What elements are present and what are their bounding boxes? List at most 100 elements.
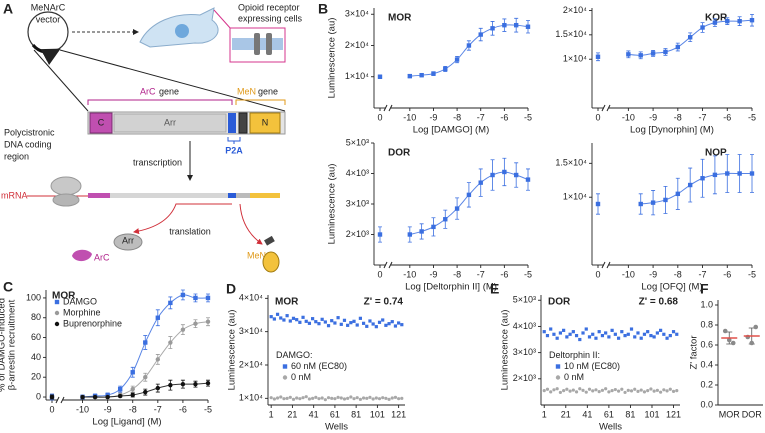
data-point [737,18,742,24]
data-point [275,396,280,400]
data-point [687,35,693,40]
data-point [193,295,198,301]
data-point [675,388,679,393]
vector-label: vector [36,14,61,24]
data-point [610,328,614,332]
legend-label: Morphine [63,307,101,317]
x-axis-title: Log [Dynorphin] (M) [630,125,714,136]
data-point [301,315,305,319]
data-point [288,319,292,323]
data-point [700,176,705,181]
data-point [295,318,299,322]
data-point [390,320,394,324]
data-point [387,397,391,401]
panel-label: B [318,1,328,17]
data-point [180,292,186,298]
data-point [168,340,173,345]
data-point [193,381,198,387]
data-point [552,332,556,336]
data-point [304,395,308,399]
x-tick-label: -8 [453,269,461,279]
data-point [659,390,663,394]
data-point [143,340,148,345]
data-point [130,386,135,392]
data-point [307,321,312,325]
y-tick-label: 0.0 [700,399,713,409]
data-point [333,397,337,401]
y-tick-label: 1×10⁴ [563,192,587,202]
data-point [330,319,334,323]
data-point [620,387,624,391]
data-point [502,22,507,28]
data-point [607,335,611,339]
x-tick-label: 1 [542,409,547,419]
data-point [279,316,283,320]
x-axis-title: Wells [599,422,622,433]
arc-gene-label: gene [159,86,179,96]
data-point [180,327,186,332]
x-tick-label: 81 [625,409,635,419]
data-point [513,172,519,178]
data-point [649,387,653,391]
zoom-line [213,9,232,30]
x-tick-label: 81 [351,409,361,419]
segment-label: C [98,117,105,127]
y-tick-label: 2×10³ [346,229,369,239]
data-point [454,206,460,211]
data-point [275,312,280,316]
data-point [595,54,601,59]
data-point [346,323,350,327]
data-point [130,370,135,375]
data-point [623,390,627,395]
data-point [393,324,398,328]
y-axis-title: Luminescence (au) [327,18,338,99]
data-point [646,388,650,393]
data-point [578,387,582,391]
x-tick-label: 0 [377,269,382,279]
data-point [574,333,579,338]
dna-label: DNA coding [4,139,52,149]
data-point [749,340,755,346]
ribosome [50,176,82,207]
data-point [336,316,340,320]
data-point [371,322,375,326]
data-point [665,336,669,340]
mrna-segment [228,193,236,198]
annotation: Z' = 0.74 [364,297,404,308]
y-tick-label: 2×10³ [513,373,536,383]
data-point [374,325,378,329]
y-tick-label: 4×10³ [346,168,369,178]
data-point [571,330,575,334]
data-point [558,390,562,395]
x-tick-label: -7 [699,269,707,279]
data-point [607,390,611,394]
y-tick-label: 4×10³ [513,321,536,331]
data-point [407,73,413,79]
data-point [663,49,668,55]
data-point [205,380,211,386]
data-point [355,396,359,400]
vector-label: MeNArC [31,2,66,12]
mrna-segment [110,193,228,198]
data-point [594,336,598,340]
y-tick-label: 3×10³ [513,347,536,357]
data-point [291,316,296,320]
data-point [545,387,550,391]
axis-break [383,104,393,112]
data-point [650,200,656,205]
data-point [597,330,601,334]
x-axis-title: Log [Deltorphin II] (M) [405,282,497,293]
data-point [368,395,372,399]
legend-label: Buprenorphine [63,318,122,328]
data-point [712,20,718,25]
y-tick-label: 5×10³ [513,295,536,305]
data-point [117,386,123,392]
legend-label: 0 nM [564,372,584,382]
y-tick-label: 2×10⁴ [239,359,263,369]
data-point [629,327,634,331]
mrna-segment [236,193,250,198]
data-point [478,32,483,37]
y-tick-label: 3×10³ [346,198,369,208]
x-tick-label: DOR [742,409,763,419]
